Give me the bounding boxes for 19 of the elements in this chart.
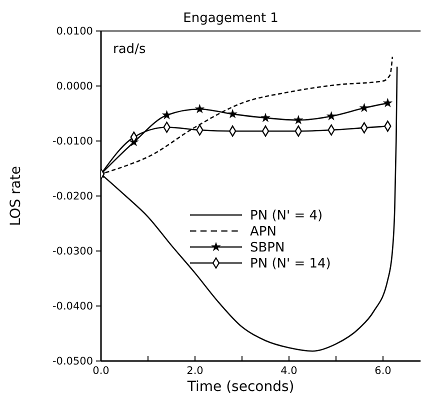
y-axis-title: LOS rate: [8, 166, 24, 226]
legend-label: SBPN: [250, 240, 285, 256]
x-tick-label: 2.0: [186, 365, 204, 377]
y-tick-label: 0.0000: [56, 80, 93, 93]
y-tick-label: -0.0400: [52, 300, 93, 313]
y-tick-label: -0.0300: [52, 246, 93, 258]
annotation: rad/s: [113, 42, 146, 57]
y-tick-label: -0.0200: [52, 190, 93, 203]
legend-label: PN (N' = 14): [250, 256, 331, 272]
chart-title: Engagement 1: [183, 11, 278, 26]
legend-label: PN (N' = 4): [250, 208, 323, 224]
x-tick-label: 4.0: [280, 365, 298, 377]
x-tick-label: 0.0: [92, 365, 110, 377]
x-axis-title: Time (seconds): [186, 379, 294, 395]
x-tick-label: 6.0: [374, 365, 392, 377]
y-tick-label: -0.0100: [52, 136, 93, 148]
y-tick-label: -0.0500: [52, 356, 93, 368]
legend-label: APN: [250, 224, 276, 240]
y-tick-label: 0.0100: [56, 26, 93, 38]
